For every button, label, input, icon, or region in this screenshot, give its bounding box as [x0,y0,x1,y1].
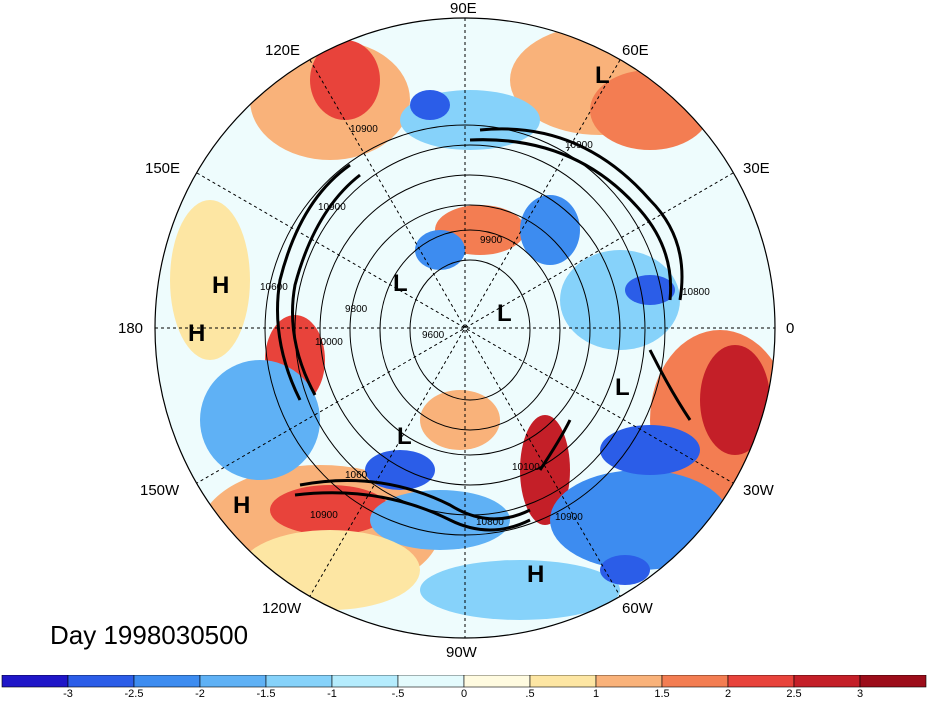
contour-label-group: 10900 10900 10900 10900 10900 10800 1080… [260,124,710,528]
contour-label: 10900 [318,202,346,213]
low-pressure-marker: L [497,300,512,327]
contour-label: 10100 [512,462,540,473]
colorbar-tick: 1 [592,688,600,700]
longitude-label: 120W [262,600,302,617]
colorbar-tick: 1.5 [654,688,670,700]
longitude-label: 150W [140,482,180,499]
low-pressure-marker: L [615,374,630,401]
colorbar-swatch [331,675,399,688]
colorbar-swatch [793,675,861,688]
contour-label: 10900 [555,512,583,523]
colorbar-tick: -1 [327,688,337,700]
longitude-label: 30W [743,482,774,499]
contour-label: 10900 [565,140,593,151]
contour-label: 10600 [260,282,288,293]
low-pressure-marker: L [397,423,412,450]
contour-label: 10800 [682,287,710,298]
contour-label: 10800 [476,517,504,528]
longitude-label: 60E [622,42,649,59]
colorbar-tick: 0 [460,688,468,700]
colorbar-tick: -2.5 [124,688,144,700]
colorbar-tick: -1.5 [256,688,276,700]
low-pressure-marker: L [393,270,408,297]
colorbar-swatch [727,675,795,688]
high-pressure-marker: H [212,272,230,299]
longitude-label: 90E [450,0,477,17]
jet-stream-contours [276,127,692,532]
colorbar-swatch [1,675,69,688]
colorbar-tick: -2 [195,688,205,700]
colorbar-swatch [463,675,531,688]
contour-label: 9800 [345,304,368,315]
longitude-label: 90W [446,644,477,661]
colorbar-tick: -3 [63,688,73,700]
colorbar-swatch [595,675,663,688]
longitude-label: 60W [622,600,653,617]
contour-label: 10900 [310,510,338,521]
anomaly-field [155,18,775,638]
colorbar-tick: 2 [724,688,732,700]
colorbar-swatch [397,675,465,688]
longitude-label: 180 [118,320,144,337]
contour-label: 10900 [350,124,378,135]
map-boundary [154,17,776,639]
graticule [155,18,775,638]
colorbar-swatch [265,675,333,688]
longitude-label: 30E [743,160,770,177]
day-label: Day 1998030500 [50,620,249,650]
colorbar-swatch [199,675,267,688]
colorbar-swatch [859,675,927,688]
colorbar [1,675,927,688]
longitude-label: 0 [786,320,795,337]
colorbar-swatch [133,675,201,688]
colorbar-swatch [67,675,135,688]
contour-label: 9900 [480,235,503,246]
high-pressure-marker: H [527,561,545,588]
contour-label: 9600 [422,330,445,341]
high-pressure-marker: H [188,320,206,347]
high-pressure-marker: H [233,492,251,519]
contour-label: 1060 [345,470,368,481]
colorbar-tick: -.5 [391,688,405,700]
contour-label: 10000 [315,337,343,348]
low-pressure-marker: L [595,62,610,89]
longitude-label: 150E [145,160,181,177]
colorbar-swatch [529,675,597,688]
colorbar-swatch [661,675,729,688]
colorbar-tick: .5 [525,688,535,700]
colorbar-tick: 3 [856,688,864,700]
longitude-label: 120E [265,42,301,59]
colorbar-tick: 2.5 [786,688,802,700]
